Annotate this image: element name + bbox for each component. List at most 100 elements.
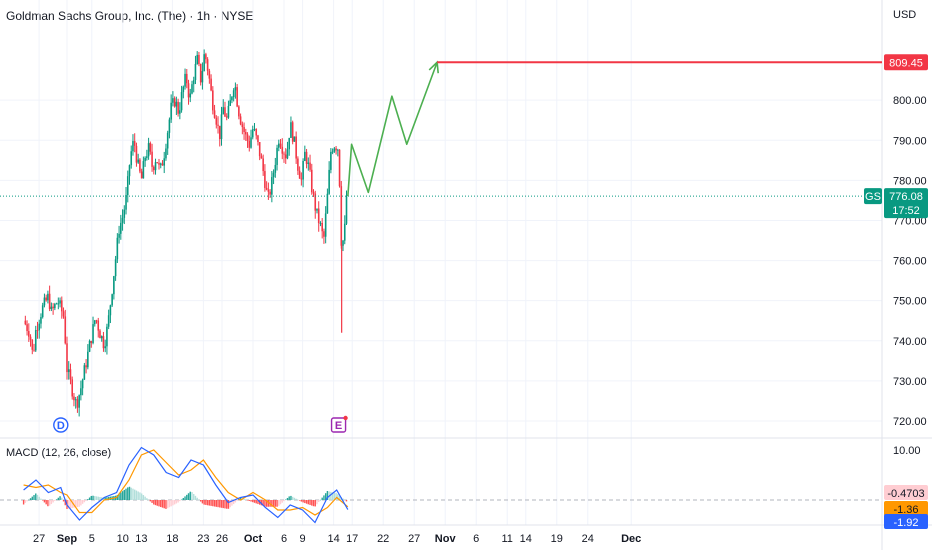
time-tick-label: 6 xyxy=(473,533,479,545)
macd-histogram-bar xyxy=(198,499,200,501)
candle-body xyxy=(210,78,212,91)
candle-body xyxy=(331,151,334,153)
candle-body xyxy=(132,141,134,152)
macd-histogram-bar xyxy=(177,500,179,503)
macd-histogram-bar xyxy=(158,500,160,507)
candle-body xyxy=(85,365,87,368)
candle-body xyxy=(123,209,126,218)
macd-histogram-bar xyxy=(101,497,103,500)
candle-body xyxy=(67,369,70,373)
candle-body xyxy=(153,166,155,171)
candle-body xyxy=(24,320,27,325)
macd-histogram-bar xyxy=(76,500,79,508)
candle-body xyxy=(161,163,164,166)
candle-body xyxy=(99,330,101,339)
macd-histogram-bar xyxy=(345,500,348,502)
time-tick-label: 22 xyxy=(377,533,389,545)
candle-body xyxy=(191,84,193,94)
macd-histogram-bar xyxy=(229,500,231,508)
macd-histogram-bar xyxy=(132,488,134,500)
time-tick-label: 17 xyxy=(346,533,358,545)
candle-body xyxy=(165,148,167,159)
candle-body xyxy=(283,153,285,155)
macd-histogram-bar xyxy=(36,494,39,500)
macd-histogram-bar xyxy=(147,499,150,501)
candle-body xyxy=(305,151,308,164)
macd-histogram-bar xyxy=(45,500,47,505)
candle-body xyxy=(232,90,235,98)
macd-histogram-bar xyxy=(290,495,292,500)
macd-histogram-bar xyxy=(87,499,89,500)
macd-histogram-bar xyxy=(61,497,63,500)
candle-body xyxy=(88,340,91,352)
candle-body xyxy=(33,349,35,351)
projection-line xyxy=(347,62,438,197)
candle-body xyxy=(47,293,49,301)
macd-histogram-value-badge xyxy=(884,485,928,500)
macd-histogram-bar xyxy=(175,500,178,504)
macd-histogram-bar xyxy=(165,500,167,509)
time-tick-label: 14 xyxy=(327,533,339,545)
time-tick-label: 13 xyxy=(135,533,147,545)
macd-histogram-bar xyxy=(281,500,283,503)
candle-body xyxy=(257,135,259,143)
macd-histogram-bar xyxy=(212,500,214,507)
macd-histogram-bar xyxy=(302,500,304,503)
macd-line-value-badge xyxy=(884,514,928,529)
macd-histogram-bar xyxy=(57,497,60,500)
candle-body xyxy=(229,100,231,106)
candle-body xyxy=(158,162,160,165)
candle-body xyxy=(284,154,287,159)
candle-body xyxy=(316,208,318,211)
macd-histogram-bar xyxy=(153,500,155,505)
macd-histogram-bar xyxy=(210,500,212,506)
candle-body xyxy=(192,80,195,85)
macd-histogram-bar xyxy=(107,496,110,500)
candle-body xyxy=(274,164,277,173)
macd-histogram-bar xyxy=(85,500,87,501)
candle-body xyxy=(109,305,112,316)
candle-body xyxy=(64,316,67,344)
macd-histogram-bar xyxy=(326,491,329,500)
candle-body xyxy=(265,187,268,190)
macd-histogram-bar xyxy=(62,500,65,502)
candle-body xyxy=(69,369,72,380)
dividend-marker-icon xyxy=(53,417,69,433)
macd-histogram-bar xyxy=(219,500,221,508)
macd-histogram-bar xyxy=(342,498,344,500)
candle-body xyxy=(170,102,172,120)
candle-body xyxy=(135,145,138,163)
macd-histogram-bar xyxy=(215,500,217,507)
macd-histogram-bar xyxy=(193,493,195,500)
candle-body xyxy=(307,162,310,164)
candle-body xyxy=(215,117,218,125)
macd-histogram-bar xyxy=(239,497,242,500)
candle-body xyxy=(118,233,120,238)
price-tick-label: 720.00 xyxy=(893,416,927,428)
candle-body xyxy=(251,129,254,138)
macd-histogram-bar xyxy=(272,500,275,507)
candle-body xyxy=(203,54,205,72)
macd-histogram-bar xyxy=(22,500,25,505)
price-tick-label: 790.00 xyxy=(893,135,927,147)
candle-body xyxy=(43,297,46,306)
candle-body xyxy=(177,101,179,114)
candle-body xyxy=(321,222,323,232)
candle-body xyxy=(293,136,296,142)
candle-body xyxy=(281,146,284,154)
candle-body xyxy=(243,127,245,133)
candle-body xyxy=(304,151,306,161)
time-tick-label: 19 xyxy=(551,533,563,545)
candle-body xyxy=(330,151,332,170)
candle-body xyxy=(107,315,110,327)
candle-body xyxy=(239,116,242,125)
candle-body xyxy=(185,73,188,84)
candle-body xyxy=(146,156,148,158)
candle-body xyxy=(50,306,53,309)
macd-signal-line xyxy=(23,449,349,516)
macd-histogram-bar xyxy=(248,500,250,501)
candle-body xyxy=(220,114,223,140)
macd-histogram-bar xyxy=(130,487,132,500)
